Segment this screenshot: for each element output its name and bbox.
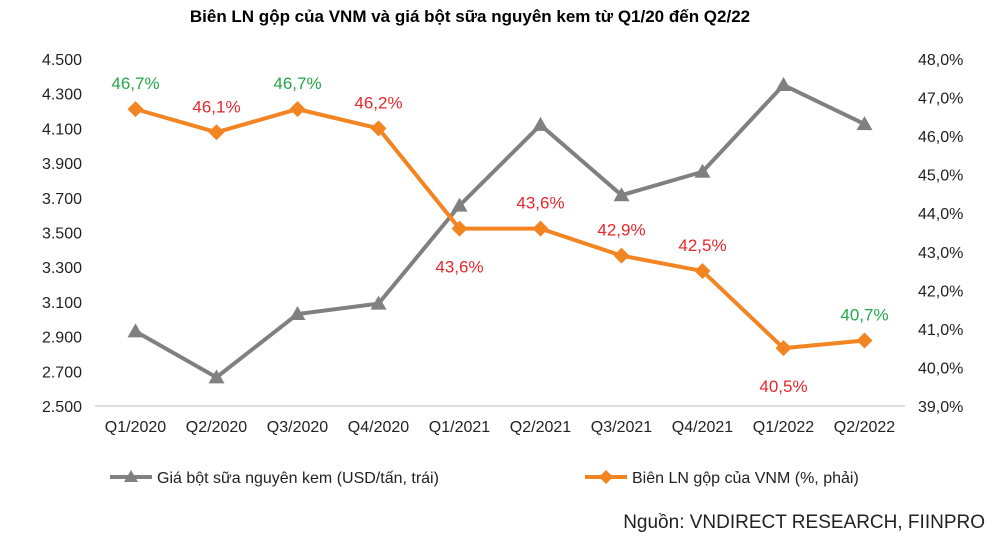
y-right-tick-label: 44,0%: [918, 206, 963, 223]
y-right-tick-label: 48,0%: [918, 52, 963, 69]
data-label: 40,5%: [759, 377, 807, 396]
data-label: 46,1%: [192, 97, 240, 116]
data-point-triangle: [370, 295, 387, 310]
data-point-triangle: [856, 116, 873, 131]
y-right-tick-label: 41,0%: [918, 322, 963, 339]
data-point-diamond: [370, 120, 387, 137]
data-point-diamond: [532, 220, 549, 237]
data-label: 42,9%: [597, 221, 645, 240]
data-point-triangle: [451, 197, 468, 212]
data-point-triangle: [208, 369, 225, 384]
data-point-triangle: [613, 187, 630, 202]
data-point-triangle: [127, 323, 144, 338]
y-left-tick-label: 4.300: [42, 87, 82, 104]
data-point-triangle: [694, 163, 711, 178]
y-right-tick-label: 40,0%: [918, 360, 963, 377]
data-label: 43,6%: [516, 194, 564, 213]
data-label: 46,2%: [354, 93, 402, 112]
data-point-diamond: [694, 263, 711, 280]
series-line-1: [134, 107, 865, 351]
y-right-tick-label: 42,0%: [918, 283, 963, 300]
y-left-tick-label: 3.900: [42, 156, 82, 173]
legend-label: Biên LN gộp của VNM (%, phải): [632, 470, 859, 487]
x-tick-label: Q2/2020: [186, 419, 247, 436]
y-left-tick-label: 3.700: [42, 191, 82, 208]
legend-label: Giá bột sữa nguyên kem (USD/tấn, trái): [157, 470, 439, 487]
x-tick-label: Q3/2020: [267, 419, 328, 436]
data-point-diamond: [127, 101, 144, 118]
x-tick-label: Q1/2021: [429, 419, 490, 436]
data-label: 40,7%: [840, 305, 888, 324]
legend-marker-triangle: [124, 470, 138, 482]
y-left-tick-label: 3.300: [42, 260, 82, 277]
data-label: 46,7%: [273, 74, 321, 93]
y-left-tick-label: 4.100: [42, 121, 82, 138]
x-tick-label: Q3/2021: [591, 419, 652, 436]
x-tick-label: Q2/2021: [510, 419, 571, 436]
y-left-tick-label: 2.500: [42, 399, 82, 416]
y-right-tick-label: 39,0%: [918, 399, 963, 416]
data-point-triangle: [532, 116, 549, 131]
data-point-diamond: [451, 220, 468, 237]
data-point-diamond: [208, 124, 225, 141]
x-tick-label: Q4/2020: [348, 419, 409, 436]
data-point-diamond: [613, 247, 630, 264]
x-tick-label: Q1/2020: [105, 419, 166, 436]
data-point-diamond: [289, 101, 306, 118]
x-tick-label: Q4/2021: [672, 419, 733, 436]
y-right-tick-label: 45,0%: [918, 168, 963, 185]
data-label: 43,6%: [435, 258, 483, 277]
data-label: 42,5%: [678, 236, 726, 255]
data-point-diamond: [856, 332, 873, 349]
y-right-tick-label: 46,0%: [918, 129, 963, 146]
x-tick-label: Q2/2022: [834, 419, 895, 436]
y-left-tick-label: 2.700: [42, 364, 82, 381]
y-left-tick-label: 3.100: [42, 295, 82, 312]
data-point-triangle: [775, 77, 792, 92]
x-tick-label: Q1/2022: [753, 419, 814, 436]
y-left-tick-label: 3.500: [42, 226, 82, 243]
legend-marker-diamond: [599, 470, 613, 484]
series-line-0: [134, 82, 866, 380]
y-right-tick-label: 43,0%: [918, 245, 963, 262]
chart-title: Biên LN gộp của VNM và giá bột sữa nguyê…: [190, 7, 750, 26]
y-left-tick-label: 4.500: [42, 52, 82, 69]
source-note: Nguồn: VNDIRECT RESEARCH, FIINPRO: [623, 512, 985, 533]
data-point-triangle: [289, 306, 306, 321]
y-right-tick-label: 47,0%: [918, 91, 963, 108]
data-label: 46,7%: [111, 74, 159, 93]
data-point-diamond: [775, 340, 792, 357]
y-left-tick-label: 2.900: [42, 330, 82, 347]
